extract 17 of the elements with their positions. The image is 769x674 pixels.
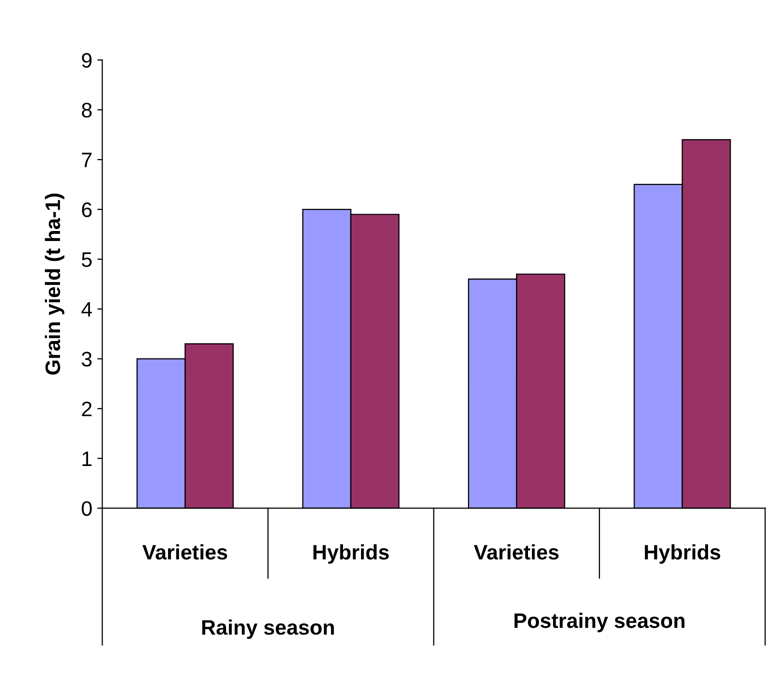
y-tick-label: 7 bbox=[82, 152, 92, 168]
y-tick-label: 3 bbox=[82, 352, 92, 367]
y-tick-label: 0 bbox=[82, 501, 92, 516]
x-tick-label: Varieties bbox=[142, 544, 228, 560]
x-tick-label: Hybrids bbox=[313, 544, 389, 564]
y-tick-label: 8 bbox=[82, 102, 92, 118]
text: Rainy season bbox=[202, 620, 334, 639]
y-axis-title: Grain yield (t ha-1) bbox=[44, 194, 64, 375]
y-tick-label: 6 bbox=[82, 202, 92, 218]
y-tick-label: 1 bbox=[82, 452, 92, 466]
text: Postrainy season bbox=[514, 612, 684, 632]
y-tick-label: 2 bbox=[82, 402, 92, 416]
y-tick-label: 4 bbox=[81, 302, 92, 317]
y-tick-label: 9 bbox=[82, 52, 92, 68]
x-tick-label: Hybrids bbox=[644, 544, 720, 564]
y-tick-label: 5 bbox=[82, 252, 92, 267]
x-tick-label: Varieties bbox=[474, 544, 559, 560]
